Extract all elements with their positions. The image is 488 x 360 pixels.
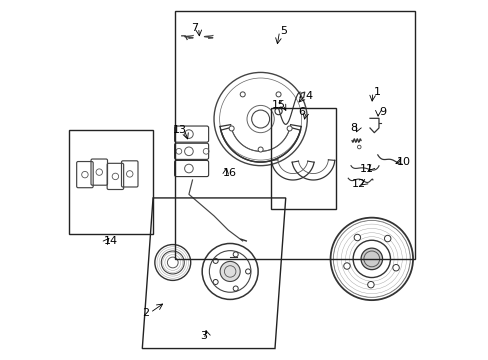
- Circle shape: [392, 265, 399, 271]
- Text: 1: 1: [373, 87, 380, 97]
- Text: 13: 13: [173, 125, 186, 135]
- Circle shape: [213, 279, 218, 284]
- Circle shape: [240, 92, 244, 97]
- Circle shape: [233, 286, 238, 291]
- Circle shape: [360, 248, 382, 270]
- Circle shape: [245, 269, 250, 274]
- Circle shape: [229, 126, 234, 131]
- Circle shape: [343, 263, 349, 269]
- Circle shape: [367, 282, 373, 288]
- Circle shape: [258, 147, 263, 152]
- Bar: [69, 130, 153, 234]
- Bar: [271, 108, 335, 209]
- Text: 7: 7: [190, 23, 198, 33]
- Text: 16: 16: [223, 168, 237, 178]
- Text: 8: 8: [349, 123, 357, 133]
- Circle shape: [276, 92, 281, 97]
- Text: 3: 3: [200, 331, 206, 341]
- Circle shape: [384, 235, 390, 242]
- Text: 10: 10: [396, 157, 410, 167]
- Text: 6: 6: [298, 107, 305, 117]
- Text: 9: 9: [378, 107, 386, 117]
- Text: 15: 15: [271, 100, 285, 110]
- Text: 12: 12: [351, 179, 366, 189]
- Text: 5: 5: [280, 26, 287, 36]
- Circle shape: [213, 258, 218, 264]
- Circle shape: [353, 234, 360, 241]
- Circle shape: [286, 126, 291, 131]
- Circle shape: [233, 252, 238, 257]
- Text: 2: 2: [142, 308, 149, 318]
- Circle shape: [220, 261, 240, 282]
- Text: 14: 14: [104, 236, 118, 246]
- Text: 11: 11: [359, 163, 373, 174]
- Text: 4: 4: [305, 91, 312, 101]
- Bar: [174, 12, 414, 259]
